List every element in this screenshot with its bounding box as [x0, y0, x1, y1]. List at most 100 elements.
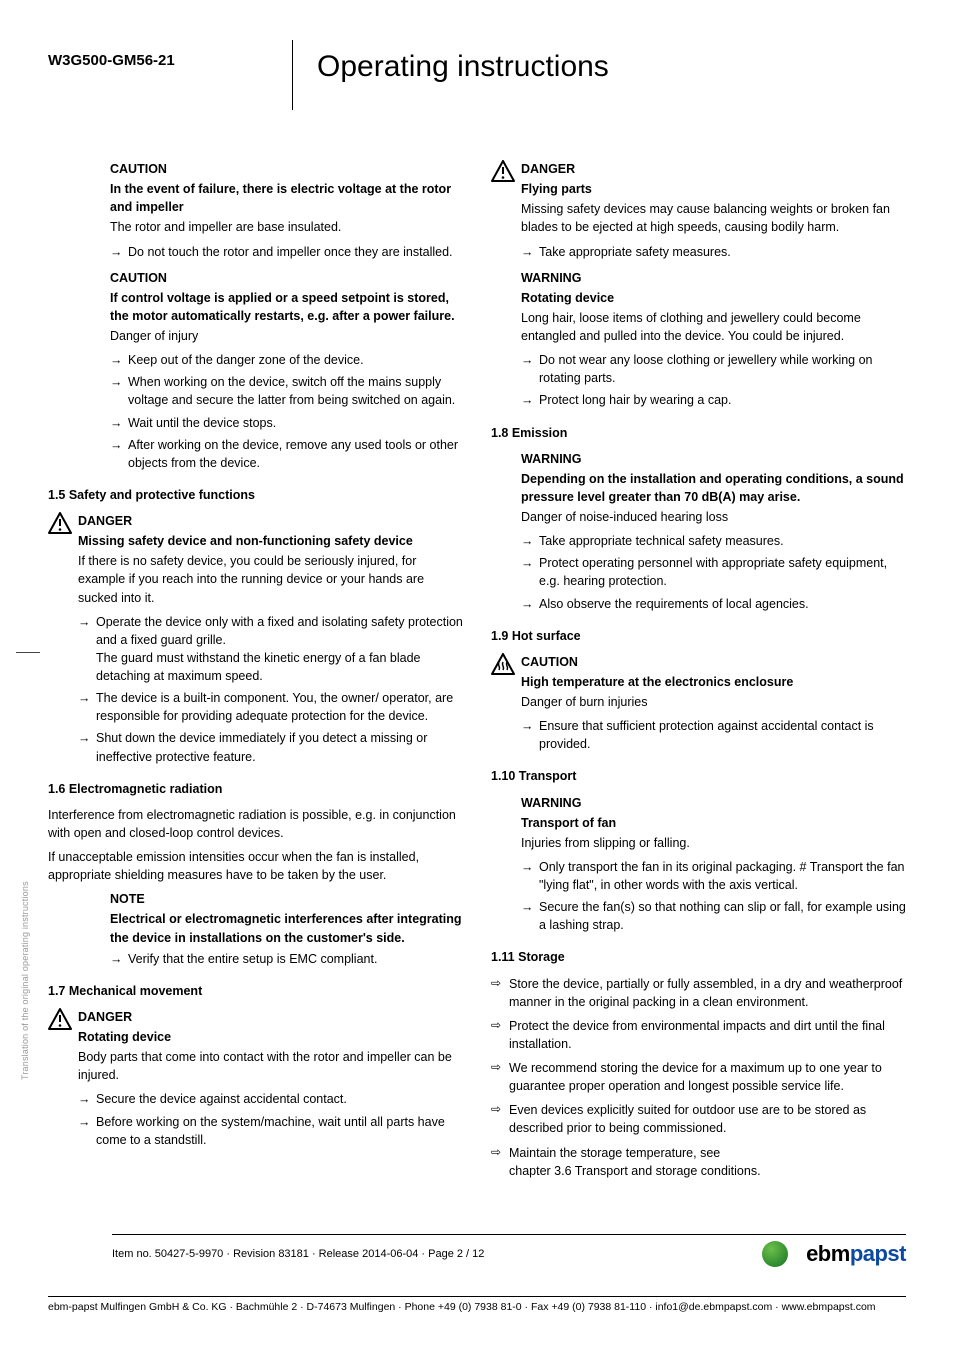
- caution-actions: Do not touch the rotor and impeller once…: [110, 243, 463, 261]
- list-item: Take appropriate safety measures.: [521, 243, 906, 261]
- list-item: Only transport the fan in its original p…: [521, 858, 906, 894]
- list-item: Do not wear any loose clothing or jewell…: [521, 351, 906, 387]
- header-divider: [292, 40, 293, 110]
- list-item: Store the device, partially or fully ass…: [491, 975, 906, 1011]
- left-column: CAUTION In the event of failure, there i…: [48, 160, 463, 1188]
- section-heading-1-5: 1.5 Safety and protective functions: [48, 486, 463, 504]
- note-heading: Electrical or electromagnetic interferen…: [110, 910, 463, 946]
- list-item: Keep out of the danger zone of the devic…: [110, 351, 463, 369]
- caution-label: CAUTION: [110, 160, 463, 178]
- danger-block-safety: DANGER Missing safety device and non-fun…: [48, 512, 463, 766]
- hot-surface-triangle-icon: [491, 653, 515, 675]
- warning-actions: Only transport the fan in its original p…: [521, 858, 906, 935]
- caution-block-hot: CAUTION High temperature at the electron…: [491, 653, 906, 754]
- warning-actions: Do not wear any loose clothing or jewell…: [521, 351, 906, 409]
- warning-actions: Take appropriate technical safety measur…: [521, 532, 906, 613]
- list-item: Even devices explicitly suited for outdo…: [491, 1101, 906, 1137]
- danger-heading: Flying parts: [521, 180, 906, 198]
- warning-block-rotating: WARNING Rotating device Long hair, loose…: [491, 269, 906, 410]
- caution-block-2: CAUTION If control voltage is applied or…: [48, 269, 463, 472]
- list-item: Verify that the entire setup is EMC comp…: [110, 950, 463, 968]
- note-actions: Verify that the entire setup is EMC comp…: [110, 950, 463, 968]
- footer-primary: Item no. 50427-5-9970 · Revision 83181 ·…: [112, 1234, 906, 1267]
- section-text: If unacceptable emission intensities occ…: [48, 848, 463, 884]
- danger-text: Missing safety devices may cause balanci…: [521, 200, 906, 236]
- warning-block-transport: WARNING Transport of fan Injuries from s…: [491, 794, 906, 935]
- list-item: Wait until the device stops.: [110, 414, 463, 432]
- list-item: Operate the device only with a fixed and…: [78, 613, 463, 686]
- header-left: W3G500-GM56-21: [48, 40, 284, 69]
- note-label: NOTE: [110, 890, 463, 908]
- caution-label: CAUTION: [521, 653, 906, 671]
- crop-mark: [16, 652, 40, 653]
- list-item: Protect long hair by wearing a cap.: [521, 391, 906, 409]
- section-heading-1-6: 1.6 Electromagnetic radiation: [48, 780, 463, 798]
- caution-actions: Keep out of the danger zone of the devic…: [110, 351, 463, 472]
- warning-label: WARNING: [521, 269, 906, 287]
- caution-heading: If control voltage is applied or a speed…: [110, 289, 463, 325]
- side-translation-note: Translation of the original operating in…: [20, 881, 30, 1080]
- warning-heading: Transport of fan: [521, 814, 906, 832]
- section-heading-1-10: 1.10 Transport: [491, 767, 906, 785]
- caution-block-1: CAUTION In the event of failure, there i…: [48, 160, 463, 261]
- list-item: Do not touch the rotor and impeller once…: [110, 243, 463, 261]
- section-text: Interference from electromagnetic radiat…: [48, 806, 463, 842]
- warning-label: WARNING: [521, 794, 906, 812]
- warning-triangle-icon: [48, 1008, 72, 1030]
- danger-heading: Rotating device: [78, 1028, 463, 1046]
- section-heading-1-11: 1.11 Storage: [491, 948, 906, 966]
- section-heading-1-9: 1.9 Hot surface: [491, 627, 906, 645]
- caution-heading: In the event of failure, there is electr…: [110, 180, 463, 216]
- warning-heading: Depending on the installation and operat…: [521, 470, 906, 506]
- note-block: NOTE Electrical or electromagnetic inter…: [48, 890, 463, 968]
- warning-heading: Rotating device: [521, 289, 906, 307]
- warning-text: Danger of noise-induced hearing loss: [521, 508, 906, 526]
- ebmpapst-logo: ebmpapst: [806, 1241, 906, 1267]
- list-item: After working on the device, remove any …: [110, 436, 463, 472]
- footer-logos: ebmpapst: [762, 1241, 906, 1267]
- logo-part-papst: papst: [850, 1241, 906, 1266]
- warning-text: Injuries from slipping or falling.: [521, 834, 906, 852]
- content-columns: CAUTION In the event of failure, there i…: [48, 160, 906, 1188]
- footer-secondary: ebm-papst Mulfingen GmbH & Co. KG · Bach…: [48, 1296, 906, 1313]
- danger-label: DANGER: [78, 512, 463, 530]
- danger-heading: Missing safety device and non-functionin…: [78, 532, 463, 550]
- footer-meta: Item no. 50427-5-9970 · Revision 83181 ·…: [112, 1248, 484, 1260]
- danger-actions: Take appropriate safety measures.: [521, 243, 906, 261]
- danger-block-rotating: DANGER Rotating device Body parts that c…: [48, 1008, 463, 1149]
- danger-label: DANGER: [521, 160, 906, 178]
- caution-text: Danger of injury: [110, 327, 463, 345]
- model-number: W3G500-GM56-21: [48, 52, 284, 69]
- warning-triangle-icon: [48, 512, 72, 534]
- list-item: Protect the device from environmental im…: [491, 1017, 906, 1053]
- green-tech-badge-icon: [762, 1241, 788, 1267]
- document-title: Operating instructions: [317, 40, 609, 84]
- list-item: Secure the fan(s) so that nothing can sl…: [521, 898, 906, 934]
- list-item: Also observe the requirements of local a…: [521, 595, 906, 613]
- page-header: W3G500-GM56-21 Operating instructions: [48, 40, 906, 110]
- logo-part-ebm: ebm: [806, 1241, 850, 1266]
- section-heading-1-7: 1.7 Mechanical movement: [48, 982, 463, 1000]
- list-item: We recommend storing the device for a ma…: [491, 1059, 906, 1095]
- danger-actions: Secure the device against accidental con…: [78, 1090, 463, 1148]
- danger-block-flying: DANGER Flying parts Missing safety devic…: [491, 160, 906, 261]
- section-heading-1-8: 1.8 Emission: [491, 424, 906, 442]
- list-item: Maintain the storage temperature, see ch…: [491, 1144, 906, 1180]
- danger-actions: Operate the device only with a fixed and…: [78, 613, 463, 766]
- warning-text: Long hair, loose items of clothing and j…: [521, 309, 906, 345]
- storage-list: Store the device, partially or fully ass…: [491, 975, 906, 1180]
- list-item: Secure the device against accidental con…: [78, 1090, 463, 1108]
- caution-actions: Ensure that sufficient protection agains…: [521, 717, 906, 753]
- caution-heading: High temperature at the electronics encl…: [521, 673, 906, 691]
- danger-text: If there is no safety device, you could …: [78, 552, 463, 606]
- warning-label: WARNING: [521, 450, 906, 468]
- footer-company-line: ebm-papst Mulfingen GmbH & Co. KG · Bach…: [48, 1301, 906, 1313]
- page: W3G500-GM56-21 Operating instructions CA…: [0, 0, 954, 1351]
- warning-block-emission: WARNING Depending on the installation an…: [491, 450, 906, 613]
- list-item: Take appropriate technical safety measur…: [521, 532, 906, 550]
- list-item: When working on the device, switch off t…: [110, 373, 463, 409]
- right-column: DANGER Flying parts Missing safety devic…: [491, 160, 906, 1188]
- danger-text: Body parts that come into contact with t…: [78, 1048, 463, 1084]
- danger-label: DANGER: [78, 1008, 463, 1026]
- list-item: Ensure that sufficient protection agains…: [521, 717, 906, 753]
